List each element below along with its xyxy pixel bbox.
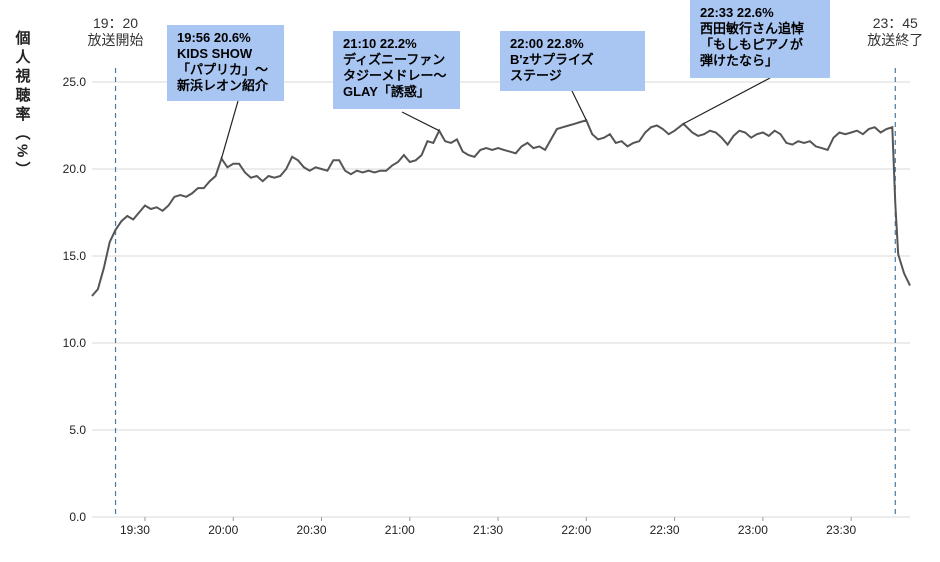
- annotation-line: 弾けたなら」: [700, 53, 778, 68]
- annotation-leader: [401, 111, 440, 132]
- x-tick-label: 23:00: [738, 523, 768, 537]
- x-tick-label: 21:00: [385, 523, 415, 537]
- y-tick-label: 10.0: [63, 336, 87, 350]
- x-tick-label: 22:30: [650, 523, 680, 537]
- annotation-line: GLAY「誘惑」: [343, 84, 430, 99]
- annotation-line: 22:33 22.6%: [700, 5, 774, 20]
- annotation-text: 22:00 22.8% B'zサプライズステージ: [510, 36, 594, 83]
- y-tick-label: 5.0: [69, 423, 86, 437]
- annotation-line: 「もしもピアノが: [700, 37, 803, 52]
- y-tick-label: 20.0: [63, 162, 87, 176]
- annotation-line: 新浜レオン紹介: [177, 78, 269, 93]
- annotation-text: 22:33 22.6%西田敏行さん追悼「もしもピアノが弾けたなら」: [700, 5, 804, 68]
- x-tick-label: 22:00: [561, 523, 591, 537]
- annotation-leader: [220, 100, 239, 159]
- annotation-line: タジーメドレー～: [343, 68, 446, 83]
- annotation-box: [333, 31, 460, 109]
- annotation-line: 「パプリカ」～: [177, 62, 268, 77]
- x-tick-label: 23:30: [826, 523, 856, 537]
- annotation-line: B'zサプライズ: [510, 52, 594, 67]
- x-tick-label: 20:30: [296, 523, 326, 537]
- annotation-box: [167, 25, 284, 101]
- y-tick-label: 25.0: [63, 75, 87, 89]
- annotation-line: 西田敏行さん追悼: [700, 21, 804, 36]
- marker-line-text: 放送開始: [88, 32, 144, 48]
- data-line: [91, 119, 911, 297]
- annotation-leader: [571, 90, 587, 121]
- marker-label: 19：20 放送開始: [88, 15, 144, 48]
- y-tick-label: 15.0: [63, 249, 87, 263]
- annotation-line: ステージ: [510, 68, 562, 83]
- y-axis-label: 個人視聴率（%）: [14, 29, 32, 180]
- annotation-line: 21:10 22.2%: [343, 36, 417, 51]
- marker-line-text: 19：20: [93, 15, 138, 31]
- annotation-line: 19:56 20.6%: [177, 30, 251, 45]
- annotation-text: 21:10 22.2%ディズニーファンタジーメドレー～ GLAY「誘惑」: [343, 36, 446, 99]
- annotation-text: 19:56 20.6% KIDS SHOW 「パプリカ」～新浜レオン紹介: [177, 30, 269, 93]
- marker-line-text: 放送終了: [867, 32, 923, 48]
- y-tick-label: 0.0: [69, 510, 86, 524]
- annotation-box: [500, 31, 645, 91]
- annotation-box: [690, 0, 830, 78]
- annotation-line: 22:00 22.8%: [510, 36, 584, 51]
- annotation-line: KIDS SHOW: [177, 46, 253, 61]
- marker-line-text: 23：45: [873, 15, 918, 31]
- x-tick-label: 20:00: [208, 523, 238, 537]
- marker-label: 23：45 放送終了: [867, 15, 923, 48]
- annotation-line: ディズニーファン: [343, 52, 445, 67]
- x-tick-label: 19:30: [120, 523, 150, 537]
- annotation-leader: [683, 77, 771, 125]
- x-tick-label: 21:30: [473, 523, 503, 537]
